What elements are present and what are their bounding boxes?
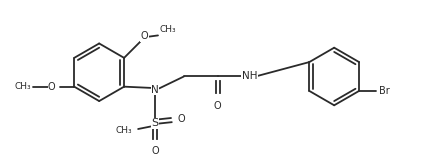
Text: N: N: [151, 85, 158, 95]
Text: O: O: [151, 146, 158, 156]
Text: CH₃: CH₃: [115, 126, 132, 135]
Text: O: O: [140, 31, 148, 41]
Text: NH: NH: [241, 72, 256, 82]
Text: O: O: [48, 82, 55, 92]
Text: O: O: [213, 101, 221, 111]
Text: Br: Br: [378, 86, 389, 96]
Text: CH₃: CH₃: [159, 25, 176, 34]
Text: CH₃: CH₃: [14, 82, 31, 91]
Text: O: O: [177, 114, 184, 124]
Text: S: S: [151, 118, 158, 128]
